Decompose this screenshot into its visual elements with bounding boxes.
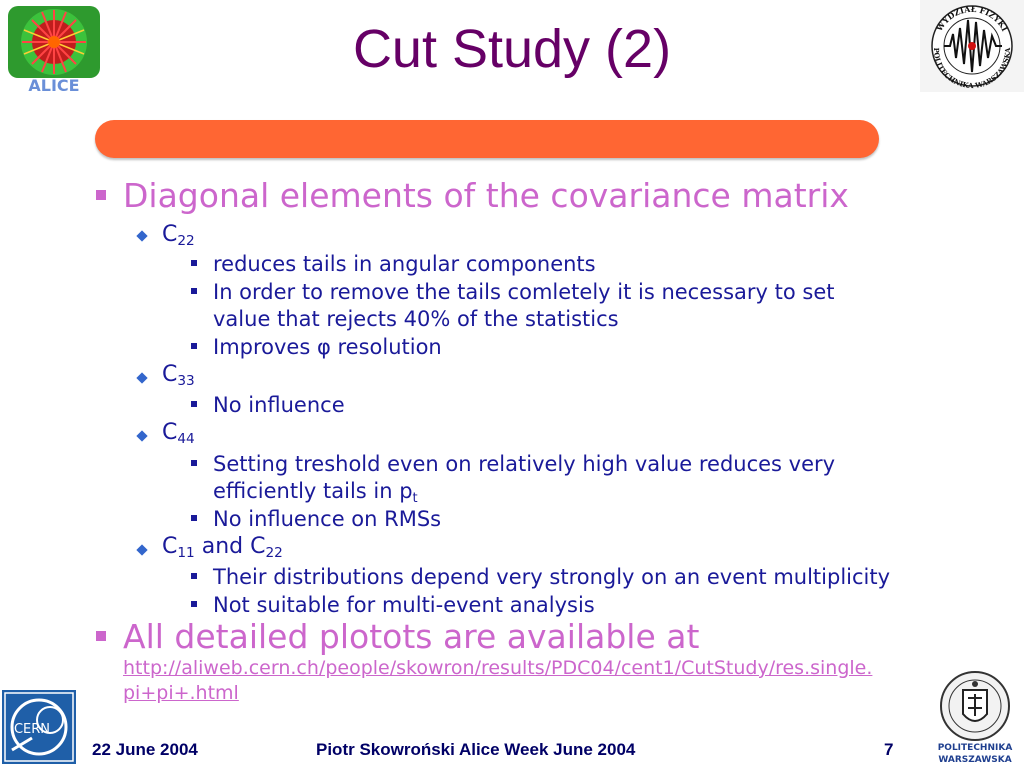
cern-logo-text: CERN bbox=[14, 722, 50, 737]
c44-item-rms: No influence on RMSs bbox=[213, 507, 442, 531]
bullet-diamond bbox=[136, 372, 148, 384]
bullet-diamond bbox=[136, 430, 148, 442]
bullet-small-square bbox=[191, 515, 197, 521]
bullet-c44: C44 bbox=[162, 420, 195, 447]
bullet-small-square bbox=[191, 288, 197, 294]
bullet-c33: C33 bbox=[162, 362, 195, 389]
bullet-diamond bbox=[136, 230, 148, 242]
bullet-small-square bbox=[191, 401, 197, 407]
footer-author: Piotr Skowroński Alice Week June 2004 bbox=[316, 740, 636, 759]
bullet-square bbox=[96, 190, 106, 200]
cern-logo: CERN bbox=[2, 690, 76, 764]
footer-page-number: 7 bbox=[884, 740, 894, 759]
slide-title: Cut Study (2) bbox=[352, 19, 672, 79]
c22-item-phi-resolution: Improves φ resolution bbox=[213, 335, 442, 359]
c33-item-no-influence: No influence bbox=[213, 393, 345, 417]
bullet-diamond bbox=[136, 544, 148, 556]
c11-item-multi-event: Not suitable for multi-event analysis bbox=[213, 593, 595, 617]
politechnika-logo: POLITECHNIKA WARSZAWSKA bbox=[930, 668, 1020, 768]
bullet-small-square bbox=[191, 343, 197, 349]
bullet-diagonal-elements: Diagonal elements of the covariance matr… bbox=[123, 176, 849, 215]
bullet-c22: C22 bbox=[162, 222, 195, 249]
svg-text:WARSZAWSKA: WARSZAWSKA bbox=[938, 755, 1011, 765]
c11-item-multiplicity: Their distributions depend very strongly… bbox=[213, 565, 891, 589]
plots-link-cont[interactable]: pi+pi+.html bbox=[123, 682, 239, 704]
c22-item-tails: reduces tails in angular components bbox=[213, 252, 596, 276]
title-divider-band bbox=[95, 120, 879, 158]
bullet-small-square bbox=[191, 601, 197, 607]
alice-logo-text: ALICE bbox=[28, 76, 79, 92]
bullet-plots-available: All detailed plotots are available at bbox=[123, 617, 700, 656]
c22-item-remove-tails: In order to remove the tails comletely i… bbox=[213, 280, 835, 304]
svg-text:POLITECHNIKA: POLITECHNIKA bbox=[938, 743, 1013, 753]
physics-faculty-logo: WYDZIAŁ FIZYKI POLITECHNIKA WARSZAWSKA bbox=[920, 0, 1024, 92]
alice-logo: ALICE bbox=[2, 2, 106, 95]
c44-item-treshold: Setting treshold even on relatively high… bbox=[213, 452, 836, 476]
bullet-c11-c22: C11 and C22 bbox=[162, 534, 283, 561]
bullet-square bbox=[96, 631, 106, 641]
bullet-small-square bbox=[191, 460, 197, 466]
footer-date: 22 June 2004 bbox=[92, 740, 198, 759]
plots-link[interactable]: http://aliweb.cern.ch/people/skowron/res… bbox=[123, 657, 873, 679]
bullet-small-square bbox=[191, 573, 197, 579]
c44-item-treshold-cont: efficiently tails in pt bbox=[213, 479, 418, 506]
c22-item-remove-tails-cont: value that rejects 40% of the statistics bbox=[213, 307, 619, 331]
bullet-small-square bbox=[191, 260, 197, 266]
